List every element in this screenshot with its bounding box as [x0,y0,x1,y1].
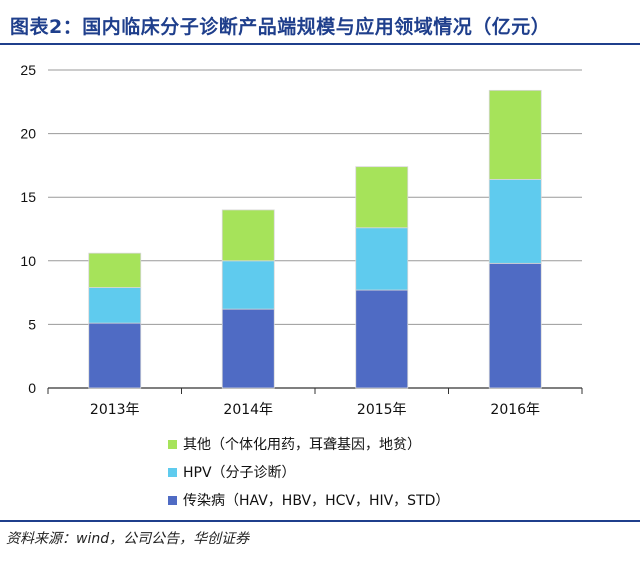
bar-segment [88,252,142,288]
x-tick-label: 2016年 [490,402,540,418]
legend-label: HPV（分子诊断） [183,465,296,481]
bar-segment [355,227,409,291]
legend-swatch [168,495,177,505]
y-tick-label: 20 [20,126,36,142]
footer-divider [0,520,640,522]
legend-swatch [168,439,177,449]
legend-item: HPV（分子诊断） [168,458,449,486]
bar-segment [221,308,275,389]
bar-segment [355,289,409,389]
bar-segment [355,166,409,229]
y-tick-label: 5 [28,316,36,332]
bar-segment [88,287,142,324]
stacked-bar-chart: 0 5 10 15 20 25 2013年 2014年 2015年 2016年 [20,62,583,418]
chart-title: 图表2：国内临床分子诊断产品端规模与应用领域情况（亿元） [10,16,551,38]
legend-label: 传染病（HAV，HBV，HCV，HIV，STD） [183,493,450,509]
legend-item: 其他（个体化用药，耳聋基因，地贫） [168,430,449,458]
bar-segment [488,89,542,180]
legend-label: 其他（个体化用药，耳聋基因，地贫） [183,437,421,453]
legend-item: 传染病（HAV，HBV，HCV，HIV，STD） [168,486,449,514]
title-divider [0,43,640,45]
x-tick-label: 2014年 [223,402,273,418]
bar-segment [488,178,542,264]
bar-segment [488,262,542,389]
bar-segment [88,322,142,389]
x-tick-label: 2013年 [90,402,140,418]
y-tick-label: 25 [20,62,36,78]
bar-segment [221,260,275,310]
y-tick-label: 15 [20,189,36,205]
chart-legend: 其他（个体化用药，耳聋基因，地贫） HPV（分子诊断） 传染病（HAV，HBV，HC… [168,430,449,514]
legend-swatch [168,467,177,477]
x-tick-label: 2015年 [357,402,407,418]
bar-segment [221,209,275,262]
title-bar: 图表2：国内临床分子诊断产品端规模与应用领域情况（亿元） [0,0,640,45]
source-note: 资料来源：wind，公司公告，华创证券 [6,531,250,547]
y-tick-label: 0 [28,380,36,396]
y-tick-label: 10 [20,253,36,269]
